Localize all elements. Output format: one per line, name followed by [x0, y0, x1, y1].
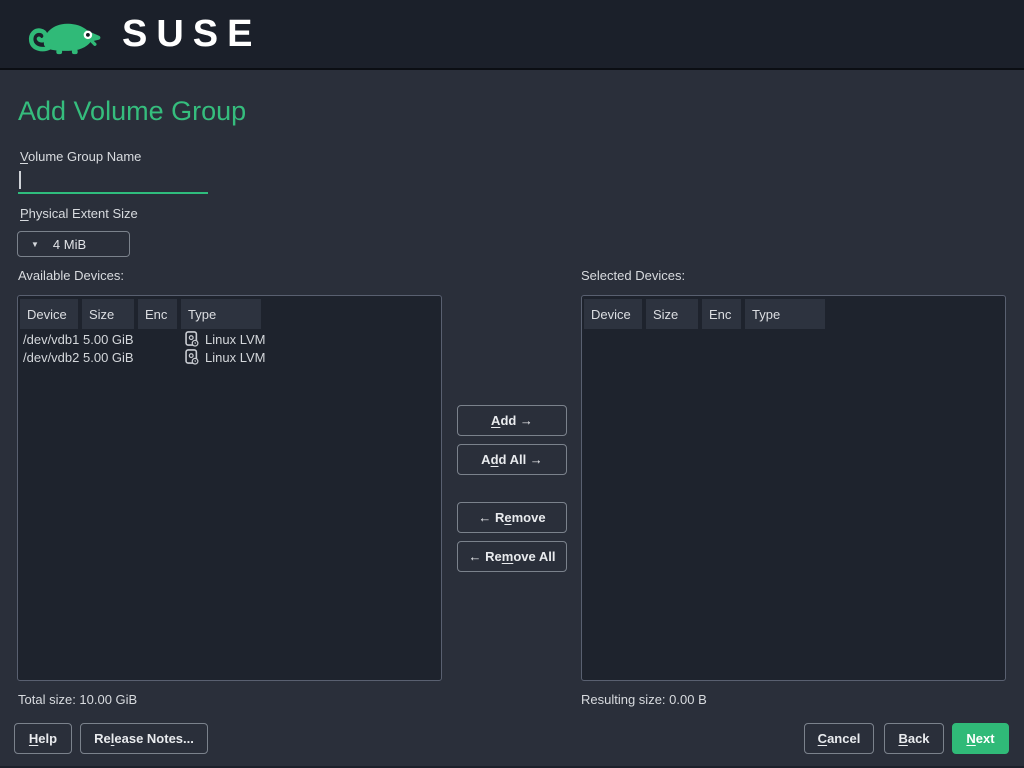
- column-header-size[interactable]: Size: [646, 299, 698, 329]
- column-header-size[interactable]: Size: [82, 299, 134, 329]
- vg-name-label: Volume Group Name: [20, 149, 142, 164]
- remove-button[interactable]: ← Remove: [457, 502, 567, 533]
- table-row[interactable]: /dev/vdb2 5.00 GiB Linux LVM: [18, 349, 441, 367]
- extent-size-select[interactable]: ▼ 4 MiB: [17, 231, 130, 257]
- resulting-size-status: Resulting size: 0.00 B: [581, 692, 707, 707]
- add-button[interactable]: Add →: [457, 405, 567, 436]
- release-notes-button[interactable]: Release Notes...: [80, 723, 208, 754]
- help-button[interactable]: Help: [14, 723, 72, 754]
- disk-volume-icon: [184, 331, 199, 350]
- selected-devices-caption: Selected Devices:: [581, 268, 686, 283]
- total-size-status: Total size: 10.00 GiB: [18, 692, 138, 707]
- available-devices-table[interactable]: Device Size Enc Type /dev/vdb1 5.00 GiB …: [17, 295, 442, 681]
- column-header-enc[interactable]: Enc: [138, 299, 177, 329]
- window-bottom-edge: [0, 766, 1024, 768]
- text-cursor: [19, 171, 21, 189]
- vg-name-input[interactable]: [18, 166, 208, 194]
- back-button[interactable]: Back: [884, 723, 944, 754]
- column-header-type[interactable]: Type: [181, 299, 261, 329]
- table-row[interactable]: /dev/vdb1 5.00 GiB Linux LVM: [18, 331, 441, 349]
- chevron-down-icon: ▼: [31, 239, 39, 249]
- suse-chameleon-icon: [26, 7, 108, 62]
- suse-logo: SUSE: [26, 7, 261, 62]
- suse-brand-text: SUSE: [122, 13, 262, 55]
- selected-devices-table[interactable]: Device Size Enc Type: [581, 295, 1006, 681]
- next-button[interactable]: Next: [952, 723, 1009, 754]
- column-header-device[interactable]: Device: [584, 299, 642, 329]
- disk-volume-icon: [184, 349, 199, 368]
- remove-all-button[interactable]: ← Remove All: [457, 541, 567, 572]
- add-all-button[interactable]: Add All →: [457, 444, 567, 475]
- column-header-enc[interactable]: Enc: [702, 299, 741, 329]
- page-title: Add Volume Group: [18, 96, 247, 126]
- column-header-device[interactable]: Device: [20, 299, 78, 329]
- available-devices-caption: Available Devices:: [18, 268, 124, 283]
- cancel-button[interactable]: Cancel: [804, 723, 874, 754]
- extent-size-label: Physical Extent Size: [20, 206, 138, 221]
- top-bar: SUSE: [0, 0, 1024, 70]
- extent-size-value: 4 MiB: [52, 236, 87, 252]
- column-header-type[interactable]: Type: [745, 299, 825, 329]
